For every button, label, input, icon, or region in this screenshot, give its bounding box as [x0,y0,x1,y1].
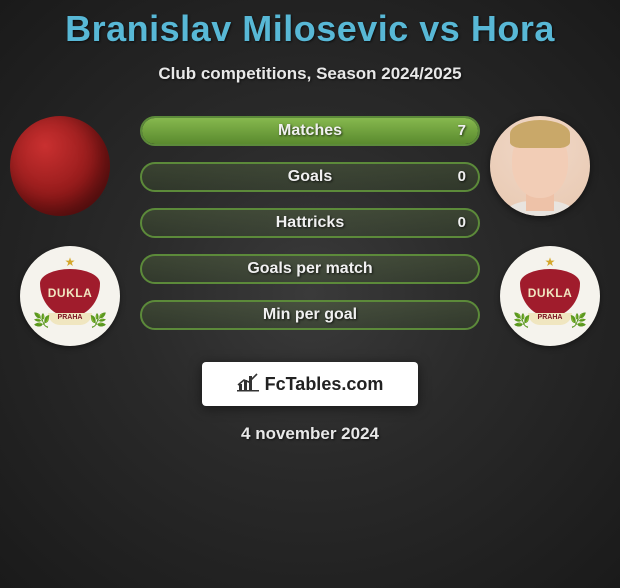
player-right-avatar [490,116,590,216]
star-icon: ★ [545,255,556,269]
club-city-right: PRAHA [528,313,572,325]
club-badge-left: ★ DUKLA PRAHA 🌿 🌿 [20,246,120,346]
shield-icon: DUKLA [520,269,580,317]
avatar-hair [510,120,570,148]
stat-bar: Matches7 [140,116,480,146]
stat-label: Hattricks [142,210,478,236]
stat-bars: Matches7Goals0Hattricks0Goals per matchM… [140,116,480,346]
club-name-right: DUKLA [528,286,573,300]
site-logo[interactable]: FcTables.com [202,362,418,406]
stat-bar: Hattricks0 [140,208,480,238]
club-badge-right: ★ DUKLA PRAHA 🌿 🌿 [500,246,600,346]
club-city-left: PRAHA [48,313,92,325]
laurel-right-icon: 🌿 [90,312,107,329]
stat-bar: Goals per match [140,254,480,284]
club-name-left: DUKLA [48,286,93,300]
stat-label: Min per goal [142,302,478,328]
stat-bar: Min per goal [140,300,480,330]
chart-icon [237,372,259,397]
laurel-left-icon: 🌿 [33,312,50,329]
star-icon: ★ [65,255,76,269]
logo-text: FcTables.com [265,374,384,395]
stat-value-right: 7 [458,118,466,144]
stat-label: Matches [142,118,478,144]
stat-label: Goals per match [142,256,478,282]
date-label: 4 november 2024 [0,424,620,444]
laurel-right-icon: 🌿 [570,312,587,329]
stat-value-right: 0 [458,210,466,236]
page-title: Branislav Milosevic vs Hora [0,8,620,50]
stat-value-right: 0 [458,164,466,190]
comparison-panel: ★ DUKLA PRAHA 🌿 🌿 ★ DUKLA PRAHA 🌿 🌿 Matc… [0,116,620,356]
laurel-left-icon: 🌿 [513,312,530,329]
subtitle: Club competitions, Season 2024/2025 [0,64,620,84]
shield-icon: DUKLA [40,269,100,317]
stat-label: Goals [142,164,478,190]
stat-bar: Goals0 [140,162,480,192]
player-left-avatar [10,116,110,216]
